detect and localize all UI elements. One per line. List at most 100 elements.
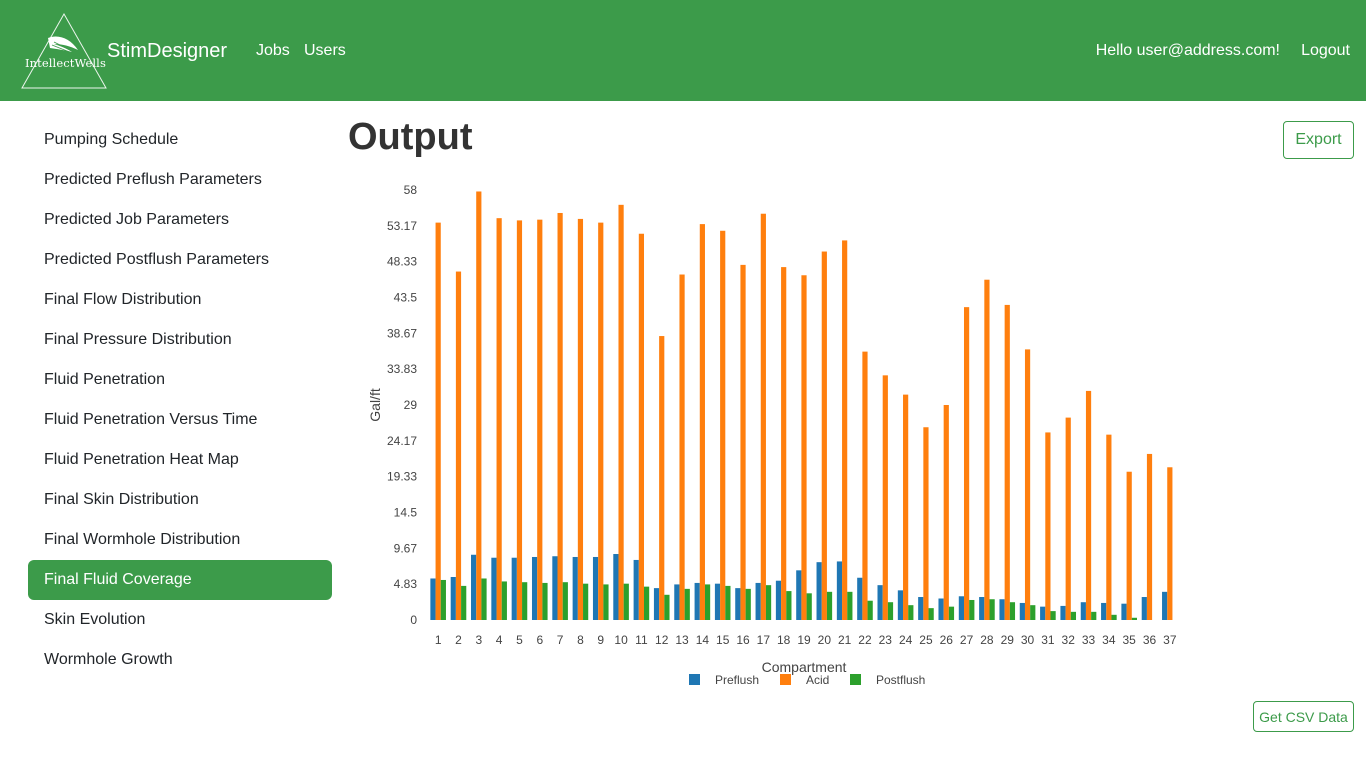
bar-postflush-15 <box>725 585 731 620</box>
x-tick-label: 35 <box>1123 633 1137 647</box>
x-tick-label: 34 <box>1102 633 1116 647</box>
bar-acid-35 <box>1126 471 1132 620</box>
bar-acid-22 <box>862 351 868 620</box>
sidebar-item-wormhole-growth[interactable]: Wormhole Growth <box>44 651 173 668</box>
x-tick-label: 24 <box>899 633 913 647</box>
x-tick-label: 3 <box>475 633 482 647</box>
x-tick-label: 23 <box>879 633 893 647</box>
bar-preflush-11 <box>633 559 639 620</box>
bar-acid-36 <box>1146 453 1153 620</box>
sidebar-item-predicted-preflush-parameters[interactable]: Predicted Preflush Parameters <box>44 171 262 188</box>
y-tick-label: 19.33 <box>387 470 417 484</box>
x-tick-label: 9 <box>597 633 604 647</box>
x-tick-label: 1 <box>435 633 442 647</box>
bar-preflush-20 <box>816 562 822 620</box>
bar-preflush-33 <box>1080 602 1086 620</box>
y-tick-label: 29 <box>404 398 418 412</box>
sidebar-item-fluid-penetration-versus-time[interactable]: Fluid Penetration Versus Time <box>44 411 258 428</box>
bar-acid-7 <box>557 212 563 620</box>
bar-preflush-25 <box>918 597 924 620</box>
x-tick-label: 33 <box>1082 633 1096 647</box>
bar-preflush-28 <box>979 597 985 620</box>
y-tick-label: 48.33 <box>387 255 417 269</box>
bar-preflush-16 <box>735 588 741 620</box>
bar-postflush-21 <box>847 591 853 620</box>
output-sidebar: Pumping Schedule Predicted Preflush Para… <box>28 120 332 680</box>
logo-text: IntellectWells <box>25 56 106 70</box>
bar-acid-32 <box>1065 417 1071 620</box>
bar-acid-13 <box>679 274 685 620</box>
bar-preflush-31 <box>1040 606 1046 620</box>
bar-acid-18 <box>781 267 787 620</box>
x-tick-label: 13 <box>675 633 689 647</box>
bar-acid-16 <box>740 264 746 620</box>
bar-postflush-27 <box>969 599 975 620</box>
sidebar-item-predicted-postflush-parameters[interactable]: Predicted Postflush Parameters <box>44 251 269 268</box>
bar-postflush-13 <box>684 588 690 620</box>
bar-acid-3 <box>476 191 482 620</box>
x-tick-label: 14 <box>696 633 710 647</box>
bar-preflush-12 <box>653 588 660 620</box>
x-tick-label: 28 <box>980 633 994 647</box>
bar-postflush-10 <box>623 583 629 620</box>
legend-acid-label: Acid <box>806 673 829 687</box>
bar-acid-28 <box>984 279 990 620</box>
x-tick-label: 4 <box>496 633 503 647</box>
sidebar-item-final-wormhole-distribution[interactable]: Final Wormhole Distribution <box>44 531 241 548</box>
bar-acid-33 <box>1085 390 1092 620</box>
bar-postflush-20 <box>826 591 833 620</box>
bar-postflush-9 <box>603 584 609 620</box>
nav-users-link[interactable]: Users <box>304 42 346 59</box>
y-tick-label: 9.67 <box>394 541 418 555</box>
bar-preflush-13 <box>674 584 680 620</box>
bar-postflush-11 <box>644 586 650 620</box>
bar-postflush-25 <box>928 608 934 620</box>
bar-acid-5 <box>516 220 523 620</box>
x-tick-label: 6 <box>536 633 543 647</box>
y-tick-label: 33.83 <box>387 362 417 376</box>
bar-preflush-29 <box>999 599 1005 620</box>
bar-acid-10 <box>618 204 624 621</box>
sidebar-item-final-pressure-distribution[interactable]: Final Pressure Distribution <box>44 331 232 348</box>
brand-name[interactable]: StimDesigner <box>107 40 228 62</box>
sidebar-item-fluid-penetration[interactable]: Fluid Penetration <box>44 371 165 388</box>
bar-postflush-33 <box>1091 611 1097 620</box>
sidebar-item-pumping-schedule[interactable]: Pumping Schedule <box>44 131 179 148</box>
bar-postflush-34 <box>1111 614 1117 620</box>
nav-jobs-link[interactable]: Jobs <box>256 42 290 59</box>
y-tick-label: 4.83 <box>394 577 418 591</box>
export-button[interactable]: Export <box>1283 121 1354 159</box>
bar-postflush-28 <box>989 599 995 620</box>
legend-preflush-swatch <box>689 674 700 685</box>
bar-preflush-9 <box>592 556 599 620</box>
x-tick-label: 32 <box>1062 633 1076 647</box>
bar-acid-15 <box>720 230 726 620</box>
bar-preflush-19 <box>796 570 802 620</box>
intellectwells-logo-icon[interactable] <box>18 12 110 90</box>
sidebar-item-predicted-job-parameters[interactable]: Predicted Job Parameters <box>44 211 229 228</box>
sidebar-item-final-flow-distribution[interactable]: Final Flow Distribution <box>44 291 202 308</box>
bar-preflush-1 <box>430 578 436 620</box>
bar-acid-2 <box>455 271 462 620</box>
x-tick-label: 25 <box>919 633 933 647</box>
sidebar-item-skin-evolution[interactable]: Skin Evolution <box>44 611 146 628</box>
bar-postflush-16 <box>745 588 751 620</box>
sidebar-item-final-fluid-coverage[interactable]: Final Fluid Coverage <box>28 560 332 600</box>
bar-preflush-35 <box>1121 603 1127 620</box>
bar-preflush-15 <box>714 583 721 620</box>
bar-preflush-3 <box>471 554 477 620</box>
sidebar-item-final-skin-distribution[interactable]: Final Skin Distribution <box>44 491 199 508</box>
bar-acid-12 <box>659 336 665 620</box>
sidebar-item-fluid-penetration-heat-map[interactable]: Fluid Penetration Heat Map <box>44 451 239 468</box>
bar-preflush-27 <box>958 596 964 620</box>
bar-postflush-18 <box>786 591 792 620</box>
logout-link[interactable]: Logout <box>1301 42 1350 59</box>
bar-acid-1 <box>435 222 441 620</box>
bar-postflush-22 <box>867 600 873 620</box>
bar-preflush-37 <box>1162 591 1168 620</box>
get-csv-data-button[interactable]: Get CSV Data <box>1253 701 1354 732</box>
y-tick-label: 38.67 <box>387 326 417 340</box>
bar-postflush-6 <box>542 582 548 620</box>
bar-acid-21 <box>842 240 848 620</box>
bar-postflush-31 <box>1050 611 1056 620</box>
